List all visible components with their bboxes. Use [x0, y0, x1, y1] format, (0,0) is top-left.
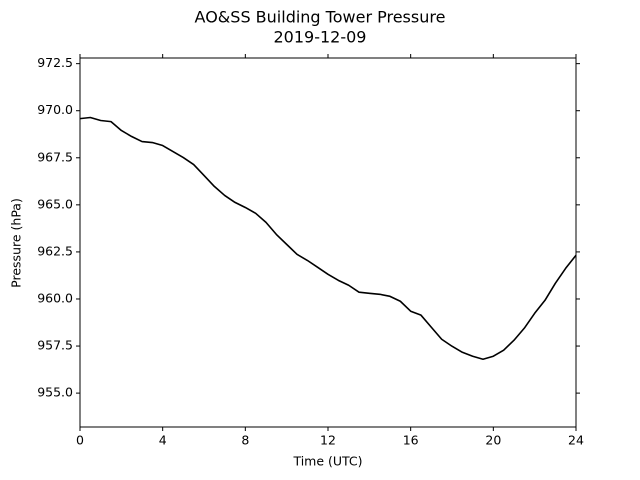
data-line [79, 116, 577, 361]
x-tick-label: 12 [320, 433, 336, 448]
x-axis-label: Time (UTC) [292, 454, 362, 469]
x-tick-label: 16 [403, 433, 419, 448]
y-tick-label: 972.5 [37, 55, 73, 70]
chart-subtitle: 2019-12-09 [274, 28, 367, 47]
y-tick-label: 957.5 [37, 338, 73, 353]
chart-title: AO&SS Building Tower Pressure [195, 8, 446, 27]
y-tick-label: 960.0 [37, 290, 73, 305]
y-axis-label: Pressure (hPa) [9, 198, 24, 288]
x-tick-label: 8 [241, 433, 249, 448]
y-tick-label: 955.0 [37, 385, 73, 400]
x-tick-label: 20 [485, 433, 501, 448]
x-tick-label: 4 [159, 433, 167, 448]
x-tick-label: 24 [568, 433, 584, 448]
y-tick-label: 962.5 [37, 243, 73, 258]
y-tick-label: 970.0 [37, 102, 73, 117]
y-tick-label: 965.0 [37, 196, 73, 211]
y-tick-label: 967.5 [37, 149, 73, 164]
plot-frame [79, 57, 577, 428]
x-tick-label: 0 [76, 433, 84, 448]
